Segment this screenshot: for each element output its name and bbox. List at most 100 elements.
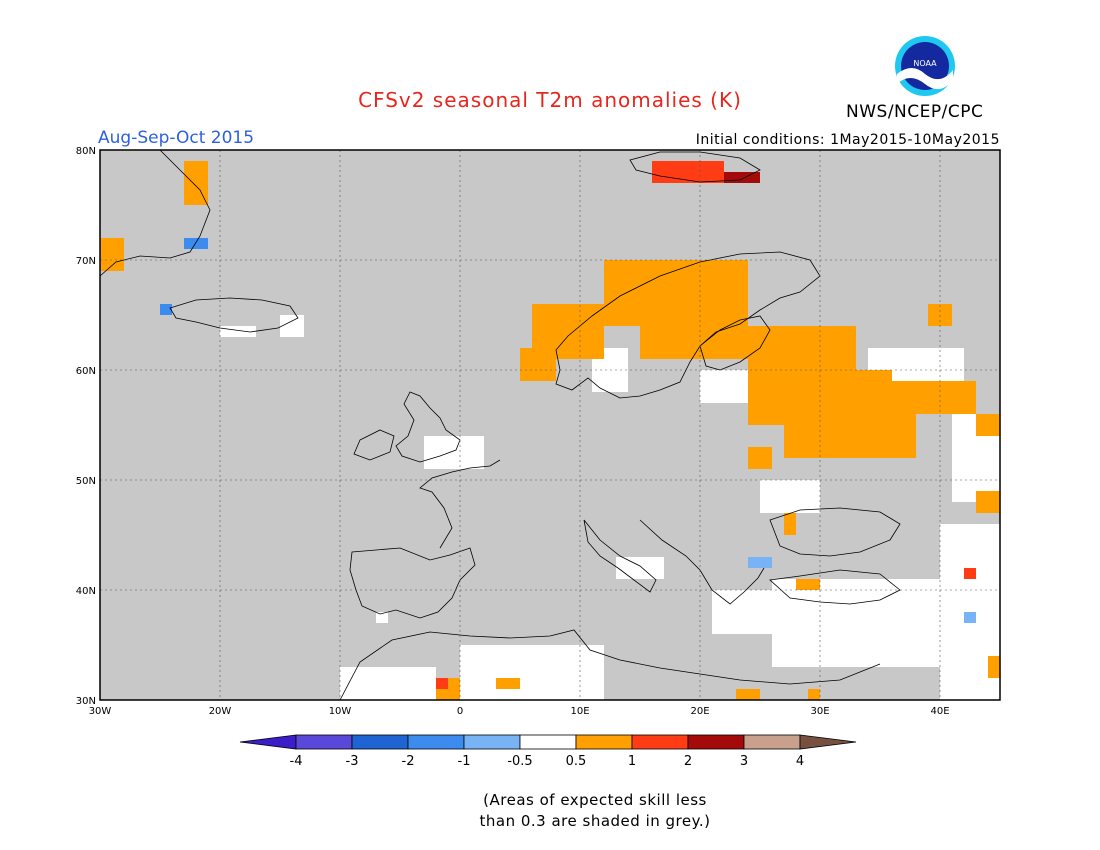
agency-label: NWS/NCEP/CPC [846, 102, 984, 122]
anomaly-cell-orange_red [964, 568, 976, 579]
anomaly-cell-orange_red [652, 161, 724, 183]
colorbar-label: -2 [402, 754, 415, 769]
colorbar-segment [463, 734, 521, 750]
noaa-logo: NOAA [895, 36, 955, 96]
lon-tick-label: 10W [329, 706, 352, 717]
skill-note: (Areas of expected skill less than 0.3 a… [0, 790, 1100, 832]
colorbar-label: -4 [290, 754, 303, 769]
anomaly-cell-orange [748, 447, 772, 469]
lon-tick-label: 20E [690, 706, 709, 717]
skill-note-line-2: than 0.3 are shaded in grey.) [479, 812, 711, 830]
lat-tick-label: 40N [76, 586, 96, 597]
lat-tick-label: 50N [76, 476, 96, 487]
lon-tick-label: 20W [209, 706, 232, 717]
anomaly-cell-orange [988, 656, 1000, 678]
coast-iceland [169, 297, 299, 333]
lon-tick-label: 30W [89, 706, 112, 717]
colorbar-label: -3 [346, 754, 359, 769]
anomaly-cell-orange [736, 689, 760, 700]
anomaly-cell-white [280, 315, 304, 337]
lon-tick-label: 10E [570, 706, 589, 717]
skill-note-line-1: (Areas of expected skill less [483, 791, 707, 809]
anomaly-cell-white [340, 667, 436, 700]
anomaly-cell-orange [100, 238, 124, 271]
anomaly-cell-orange [976, 491, 1000, 513]
map-title: CFSv2 seasonal T2m anomalies (K) [358, 88, 742, 112]
initial-conditions-label: Initial conditions: 1May2015-10May2015 [695, 132, 1000, 148]
anomaly-cell-mid_blue [184, 238, 208, 249]
map-area [100, 150, 1000, 700]
colorbar-label: -1 [458, 754, 471, 769]
anomaly-cell-orange [796, 579, 820, 590]
colorbar-segment [743, 734, 801, 750]
coast-iberia [349, 547, 476, 619]
anomaly-cell-orange [976, 414, 1000, 436]
anomaly-cell-dark_red [724, 172, 760, 183]
anomaly-cell-white [616, 557, 664, 579]
coast-black-sea [769, 507, 901, 557]
anomaly-cell-white [772, 579, 964, 667]
coast-svalbard [629, 151, 761, 183]
anomaly-cell-white [460, 645, 604, 700]
coast-ireland [353, 429, 395, 461]
longitude-labels: 30W 20W 10W 0 10E 20E 30E 40E [89, 706, 950, 717]
lat-tick-label: 70N [76, 256, 96, 267]
grid-lines [100, 150, 1000, 700]
lon-tick-label: 30E [810, 706, 829, 717]
anomaly-cell-white [220, 326, 256, 337]
anomaly-cell-orange [784, 414, 916, 458]
coast-greenland [100, 150, 211, 277]
colorbar-label: 4 [796, 754, 804, 769]
anomaly-cell-orange [808, 689, 820, 700]
colorbar-segment [687, 734, 745, 750]
anomaly-cell-white [700, 370, 748, 403]
colorbar-segment [519, 734, 577, 750]
logo-text: NOAA [913, 59, 937, 68]
anomaly-regions [100, 161, 1000, 700]
lon-tick-label: 0 [457, 706, 463, 717]
colorbar-label: 2 [684, 754, 692, 769]
anomaly-cell-light_blue [964, 612, 976, 623]
colorbar: -4 -3 -2 -1 -0.5 0.5 1 2 3 4 [239, 734, 857, 769]
colorbar-label: 3 [740, 754, 748, 769]
colorbar-segment [631, 734, 689, 750]
anomaly-cell-orange_red [436, 678, 448, 689]
coast-britain [395, 391, 461, 463]
colorbar-label: 0.5 [566, 754, 587, 769]
coast-italy [583, 519, 657, 593]
lon-tick-label: 40E [930, 706, 949, 717]
anomaly-cell-orange [496, 678, 520, 689]
latitude-labels: 30N 40N 50N 60N 70N 80N [76, 146, 96, 707]
coast-france [419, 459, 501, 549]
coast-scandinavia [555, 251, 821, 399]
coast-north-africa [339, 629, 881, 700]
colorbar-arrow-right [799, 734, 857, 750]
anomaly-cell-white [424, 436, 484, 469]
colorbar-label: -0.5 [507, 754, 532, 769]
lat-tick-label: 80N [76, 146, 96, 157]
colorbar-arrow-left [239, 734, 297, 750]
map-frame [99, 149, 1001, 701]
anomaly-cell-orange [520, 348, 556, 381]
coastlines [100, 150, 901, 700]
anomaly-cell-orange [640, 326, 748, 359]
season-label: Aug-Sep-Oct 2015 [98, 128, 255, 148]
colorbar-segment [407, 734, 465, 750]
colorbar-segment [575, 734, 633, 750]
lat-tick-label: 60N [76, 366, 96, 377]
lat-tick-label: 30N [76, 696, 96, 707]
colorbar-segment [351, 734, 409, 750]
anomaly-cell-white [376, 612, 388, 623]
anomaly-cell-white [760, 480, 820, 513]
anomaly-cell-light_blue [748, 557, 772, 568]
coast-finland [699, 315, 771, 371]
anomaly-cell-orange [748, 326, 856, 370]
anomaly-cell-orange [892, 381, 976, 414]
colorbar-segment [295, 734, 353, 750]
coast-turkey [769, 569, 901, 605]
colorbar-label: 1 [628, 754, 636, 769]
anomaly-cell-mid_blue [160, 304, 172, 315]
anomaly-cell-orange [604, 260, 748, 326]
anomaly-cell-orange [784, 513, 796, 535]
